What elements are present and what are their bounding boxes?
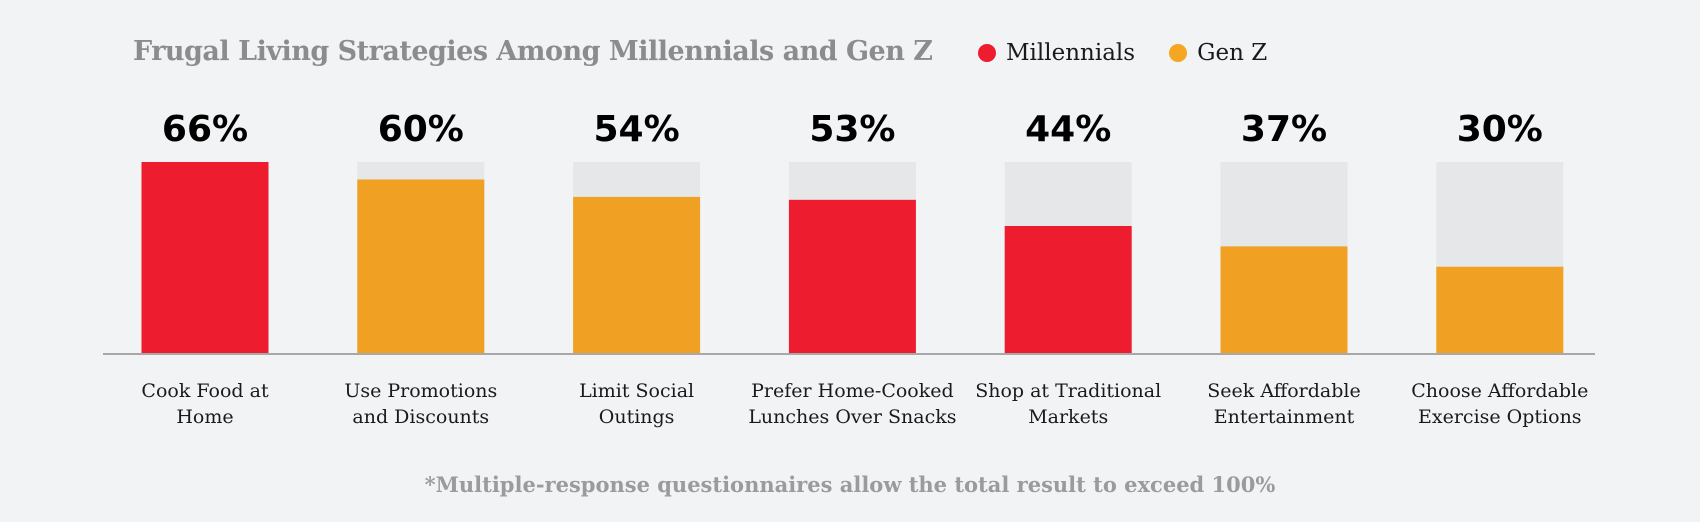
data-label-seek-affordable-entertainment: 37%: [1241, 109, 1327, 150]
category-label-prefer-home-cooked-lunches-over-snacks-line2: Lunches Over Snacks: [748, 406, 956, 428]
chart-title: Frugal Living Strategies Among Millennia…: [133, 36, 933, 67]
category-label-limit-social-outings-line2: Outings: [599, 406, 675, 428]
bar-choose-affordable-exercise-options: [1436, 266, 1564, 354]
legend-label-millennials: Millennials: [1006, 40, 1136, 66]
category-label-seek-affordable-entertainment-line2: Entertainment: [1214, 406, 1355, 428]
bar-limit-social-outings: [573, 196, 701, 354]
category-label-choose-affordable-exercise-options-line1: Choose Affordable: [1411, 380, 1588, 402]
data-label-use-promotions-and-discounts: 60%: [378, 109, 464, 150]
bar-use-promotions-and-discounts: [357, 179, 485, 354]
footnote: *Multiple-response questionnaires allow …: [424, 472, 1276, 497]
category-label-choose-affordable-exercise-options-line2: Exercise Options: [1418, 406, 1582, 428]
data-label-shop-at-traditional-markets: 44%: [1025, 109, 1111, 150]
bar-cook-food-at-home: [141, 162, 269, 354]
data-label-limit-social-outings: 54%: [594, 109, 680, 150]
legend-swatch-genz: [1169, 44, 1188, 62]
bar-prefer-home-cooked-lunches-over-snacks: [788, 199, 916, 354]
data-label-prefer-home-cooked-lunches-over-snacks: 53%: [809, 109, 895, 150]
category-label-shop-at-traditional-markets-line2: Markets: [1028, 406, 1108, 428]
category-label-shop-at-traditional-markets-line1: Shop at Traditional: [975, 380, 1161, 402]
legend-item-genz: Gen Z: [1169, 40, 1267, 66]
category-label-seek-affordable-entertainment-line1: Seek Affordable: [1207, 380, 1360, 402]
category-label-cook-food-at-home-line1: Cook Food at: [141, 380, 269, 402]
category-label-cook-food-at-home-line2: Home: [176, 406, 233, 428]
bar-shop-at-traditional-markets: [1004, 226, 1132, 354]
category-label-use-promotions-and-discounts-line2: and Discounts: [352, 406, 489, 428]
legend-label-genz: Gen Z: [1197, 40, 1268, 66]
data-label-choose-affordable-exercise-options: 30%: [1457, 109, 1543, 150]
category-label-prefer-home-cooked-lunches-over-snacks-line1: Prefer Home-Cooked: [751, 380, 954, 402]
category-label-limit-social-outings-line1: Limit Social: [579, 380, 694, 402]
legend-item-millennials: Millennials: [978, 40, 1135, 66]
bar-seek-affordable-entertainment: [1220, 246, 1348, 354]
legend-swatch-millennials: [978, 44, 996, 62]
data-label-cook-food-at-home: 66%: [162, 109, 248, 150]
category-label-use-promotions-and-discounts-line1: Use Promotions: [344, 380, 497, 402]
legend: Millennials Gen Z: [978, 40, 1301, 66]
